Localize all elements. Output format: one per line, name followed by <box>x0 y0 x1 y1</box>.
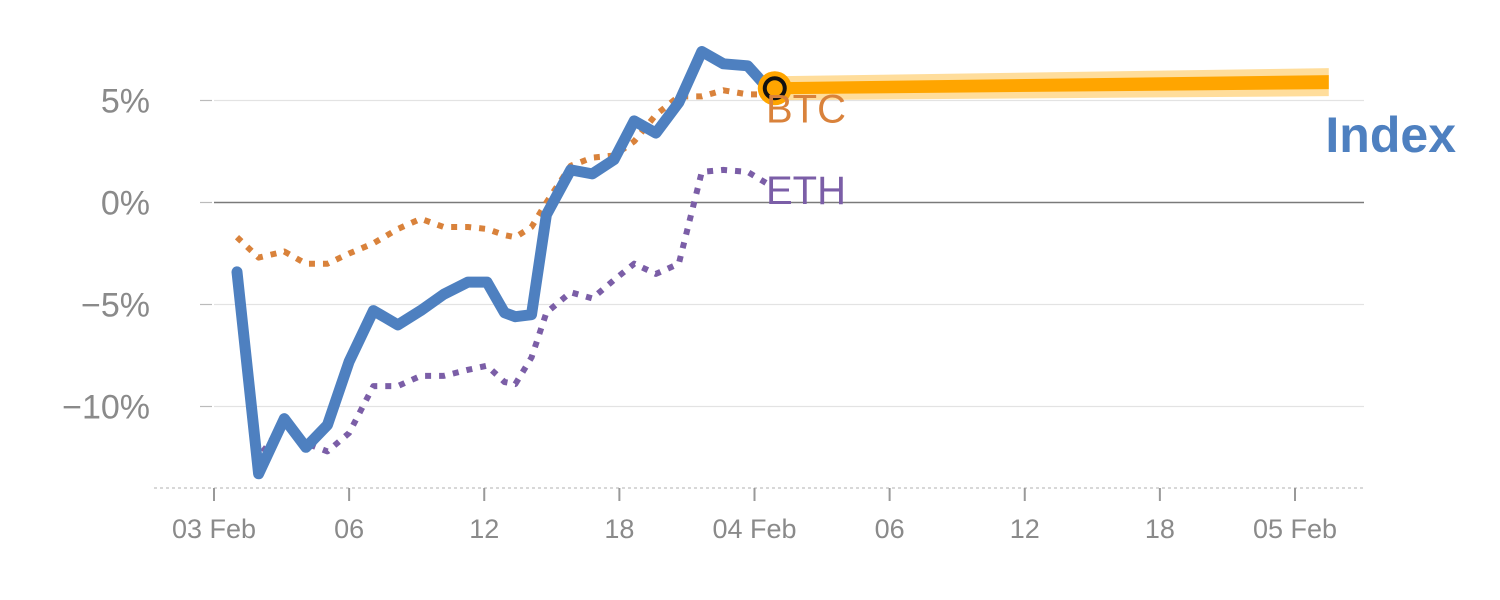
gridlines <box>214 99 1364 408</box>
x-tick-label: 18 <box>1145 514 1175 544</box>
x-tick-label: 03 Feb <box>172 514 256 544</box>
y-axis: 5% 0% −5% −10% <box>62 83 212 427</box>
highlight-point-marker <box>762 76 787 101</box>
series-lines <box>231 46 774 480</box>
y-tick-label: −10% <box>62 389 150 427</box>
highlight-band <box>757 68 1329 106</box>
x-tick-label: 05 Feb <box>1253 514 1337 544</box>
highlight-band-core <box>774 75 1329 95</box>
y-tick-label: −5% <box>81 287 150 325</box>
x-axis: 03 Feb 06 12 18 04 Feb 06 12 18 05 Feb <box>154 487 1364 544</box>
series-label-btc: BTC <box>766 87 846 131</box>
x-tick-label: 04 Feb <box>712 514 796 544</box>
x-tick-label: 18 <box>604 514 634 544</box>
series-label-eth: ETH <box>766 169 846 213</box>
series-line-btc <box>234 87 768 267</box>
y-tick-label: 5% <box>101 83 150 121</box>
x-tick-label: 12 <box>469 514 499 544</box>
x-tick-label: 06 <box>875 514 905 544</box>
highlight-point-halo <box>757 71 792 106</box>
series-labels: BTC ETH Index <box>766 87 1456 213</box>
x-tick-label: 12 <box>1010 514 1040 544</box>
series-line-index <box>231 46 774 480</box>
y-tick-label: 0% <box>101 185 150 223</box>
x-tick-label: 06 <box>334 514 364 544</box>
series-label-index: Index <box>1325 107 1456 163</box>
